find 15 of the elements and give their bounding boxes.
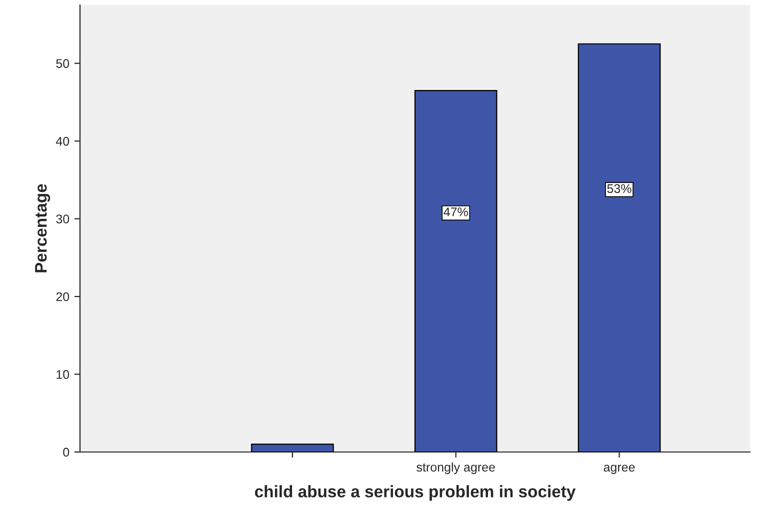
- x-tick-label: agree: [604, 464, 635, 474]
- y-tick-label: 0: [63, 448, 70, 457]
- data-label: 53%: [607, 184, 632, 193]
- y-tick-label: 50: [56, 59, 70, 68]
- bar: [251, 444, 334, 452]
- y-tick-label: 30: [56, 214, 70, 224]
- y-tick-label: 40: [56, 136, 70, 146]
- y-tick-label: 10: [56, 370, 70, 379]
- bar: [414, 90, 498, 452]
- x-axis-title: child abuse a serious problem in society: [254, 485, 576, 501]
- data-label: 47%: [444, 208, 468, 216]
- y-tick-label: 20: [56, 292, 70, 302]
- bar: [578, 43, 661, 452]
- y-axis-title: Percentage: [35, 184, 50, 272]
- x-tick-label: strongly agree: [416, 462, 495, 474]
